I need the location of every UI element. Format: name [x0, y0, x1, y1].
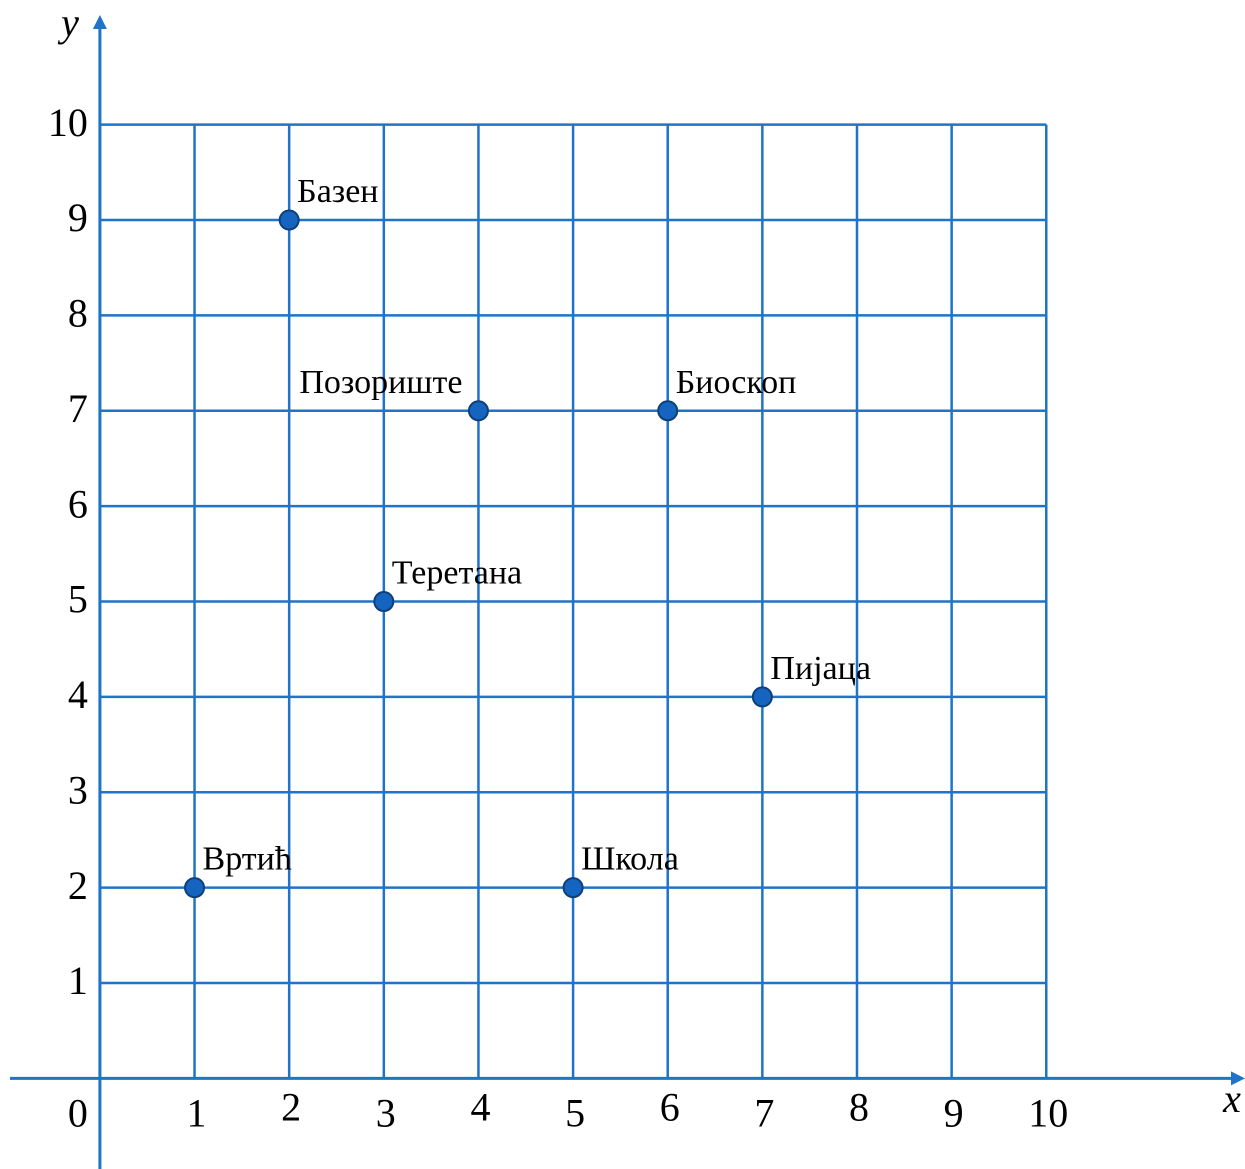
x-axis-label: x: [1222, 1076, 1241, 1121]
y-tick-label: 9: [68, 195, 88, 240]
point-label: Позориште: [299, 364, 462, 401]
x-tick-label: 4: [470, 1085, 490, 1130]
y-tick-label: 3: [68, 767, 88, 812]
point: [562, 877, 584, 899]
point: [278, 209, 300, 231]
y-tick-label: 6: [68, 481, 88, 526]
x-tick-label: 2: [281, 1085, 301, 1130]
point: [751, 686, 773, 708]
x-tick-label: 8: [849, 1085, 869, 1130]
x-tick-label: 10: [1028, 1091, 1068, 1136]
y-tick-label: 7: [68, 386, 88, 431]
y-tick-label: 2: [68, 863, 88, 908]
point: [373, 591, 395, 613]
point-label: Вртић: [203, 841, 292, 878]
x-axis-arrow: [1231, 1071, 1245, 1086]
x-tick-label: 0: [68, 1091, 88, 1136]
point-label: Школа: [581, 841, 679, 878]
point: [467, 400, 489, 422]
y-tick-label: 8: [68, 291, 88, 336]
point-label: Теретана: [392, 555, 522, 592]
x-tick-label: 9: [944, 1091, 964, 1136]
y-tick-label: 5: [68, 577, 88, 622]
y-tick-label: 1: [68, 958, 88, 1003]
point: [184, 877, 206, 899]
point-label: Пијаца: [770, 650, 871, 687]
y-axis-label: y: [57, 0, 79, 45]
y-tick-label: 10: [48, 100, 88, 145]
x-tick-label: 7: [754, 1091, 774, 1136]
point: [657, 400, 679, 422]
y-axis-arrow: [92, 15, 107, 29]
y-tick-label: 4: [68, 672, 88, 717]
point-label: Базен: [297, 173, 378, 210]
point-label: Биоскоп: [676, 364, 797, 401]
x-tick-label: 5: [565, 1091, 585, 1136]
x-tick-label: 3: [376, 1091, 396, 1136]
x-tick-label: 1: [187, 1091, 207, 1136]
x-tick-label: 6: [660, 1085, 680, 1130]
